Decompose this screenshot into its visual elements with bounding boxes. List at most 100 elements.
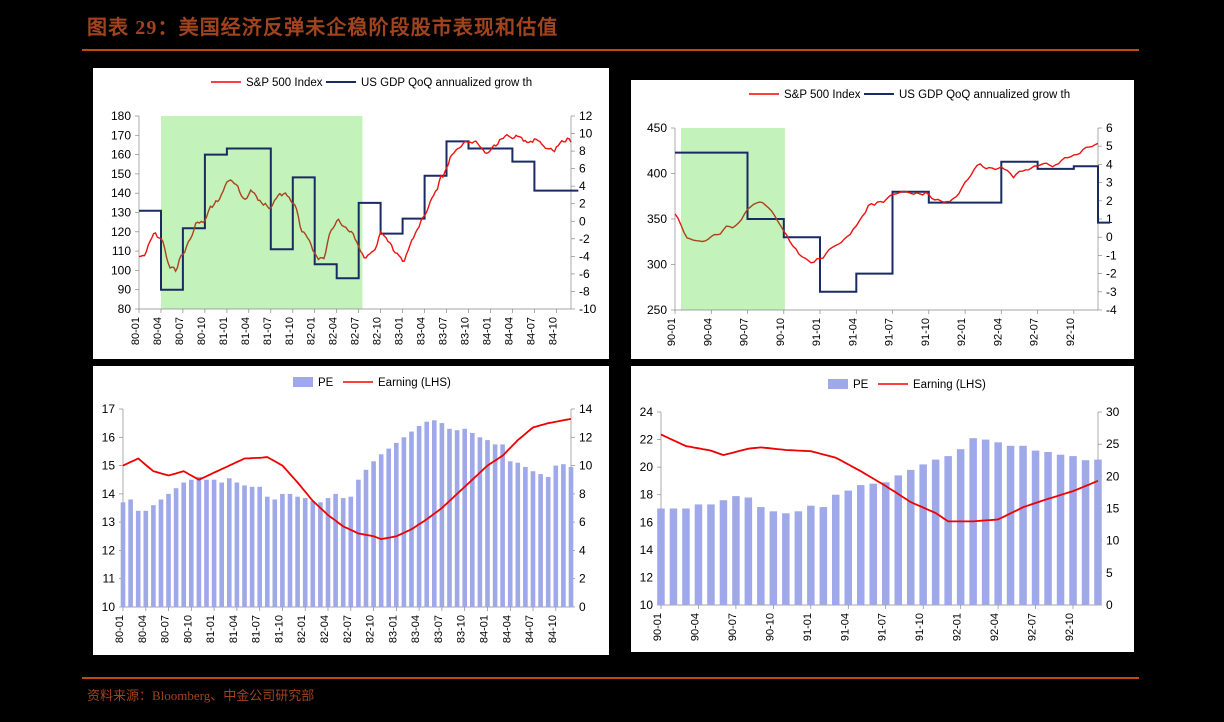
- svg-text:91-07: 91-07: [884, 318, 896, 346]
- svg-text:-10: -10: [579, 302, 597, 316]
- svg-text:90-10: 90-10: [764, 613, 776, 641]
- svg-text:15: 15: [1106, 502, 1120, 516]
- svg-text:80-01: 80-01: [130, 317, 142, 345]
- svg-text:81-07: 81-07: [262, 317, 274, 345]
- svg-text:92-01: 92-01: [956, 318, 968, 346]
- svg-text:0: 0: [1106, 230, 1113, 244]
- svg-text:82-10: 82-10: [365, 615, 377, 643]
- svg-text:90-01: 90-01: [652, 613, 664, 641]
- svg-text:83-01: 83-01: [387, 615, 399, 643]
- svg-text:140: 140: [111, 186, 131, 200]
- svg-text:6: 6: [579, 515, 586, 529]
- svg-text:83-04: 83-04: [410, 615, 422, 643]
- svg-text:10: 10: [579, 127, 593, 141]
- svg-text:2: 2: [579, 572, 586, 586]
- svg-text:14: 14: [579, 402, 593, 416]
- svg-text:82-07: 82-07: [342, 615, 354, 643]
- svg-text:22: 22: [640, 433, 654, 447]
- svg-text:82-10: 82-10: [372, 317, 384, 345]
- svg-text:10: 10: [579, 459, 593, 473]
- svg-text:5: 5: [1106, 566, 1113, 580]
- svg-text:92-04: 92-04: [992, 318, 1004, 346]
- svg-text:92-01: 92-01: [952, 613, 964, 641]
- svg-text:81-04: 81-04: [240, 317, 252, 345]
- svg-text:US GDP QoQ annualized grow th: US GDP QoQ annualized grow th: [899, 89, 1070, 101]
- svg-text:17: 17: [102, 402, 116, 416]
- svg-text:-2: -2: [579, 232, 590, 246]
- svg-text:84-10: 84-10: [547, 615, 559, 643]
- svg-text:-3: -3: [1106, 285, 1117, 299]
- svg-text:-1: -1: [1106, 248, 1117, 262]
- svg-text:90: 90: [118, 283, 132, 297]
- svg-text:90-04: 90-04: [702, 318, 714, 346]
- svg-text:120: 120: [111, 225, 131, 239]
- svg-text:92-07: 92-07: [1029, 318, 1041, 346]
- svg-text:10: 10: [640, 598, 654, 612]
- svg-text:8: 8: [579, 487, 586, 501]
- svg-text:81-10: 81-10: [274, 615, 286, 643]
- svg-text:350: 350: [647, 212, 667, 226]
- svg-text:3: 3: [1106, 176, 1113, 190]
- svg-text:S&P 500 Index: S&P 500 Index: [784, 89, 861, 101]
- svg-text:Earning (LHS): Earning (LHS): [378, 377, 451, 389]
- svg-text:12: 12: [579, 430, 593, 444]
- svg-text:82-04: 82-04: [319, 615, 331, 643]
- svg-text:160: 160: [111, 148, 131, 162]
- svg-text:84-07: 84-07: [525, 317, 537, 345]
- svg-text:83-01: 83-01: [394, 317, 406, 345]
- svg-text:82-01: 82-01: [306, 317, 318, 345]
- svg-text:92-10: 92-10: [1065, 318, 1077, 346]
- svg-text:81-01: 81-01: [205, 615, 217, 643]
- svg-text:1: 1: [1106, 212, 1113, 226]
- svg-text:80-01: 80-01: [114, 615, 126, 643]
- svg-text:12: 12: [579, 109, 593, 123]
- svg-text:13: 13: [102, 515, 116, 529]
- svg-text:4: 4: [579, 543, 586, 557]
- svg-text:83-07: 83-07: [438, 317, 450, 345]
- svg-text:-4: -4: [579, 249, 590, 263]
- svg-text:-8: -8: [579, 285, 590, 299]
- svg-text:14: 14: [102, 487, 116, 501]
- svg-text:180: 180: [111, 109, 131, 123]
- svg-text:90-01: 90-01: [666, 318, 678, 346]
- svg-text:80-04: 80-04: [152, 317, 164, 345]
- svg-text:80-07: 80-07: [174, 317, 186, 345]
- svg-text:81-10: 81-10: [284, 317, 296, 345]
- svg-text:82-04: 82-04: [328, 317, 340, 345]
- svg-text:80-10: 80-10: [196, 317, 208, 345]
- svg-text:92-04: 92-04: [989, 613, 1001, 641]
- svg-text:10: 10: [102, 600, 116, 614]
- svg-text:91-01: 91-01: [802, 613, 814, 641]
- svg-text:25: 25: [1106, 437, 1120, 451]
- svg-text:14: 14: [640, 543, 654, 557]
- svg-text:83-10: 83-10: [456, 615, 468, 643]
- svg-text:US GDP QoQ annualized grow th: US GDP QoQ annualized grow th: [361, 77, 532, 89]
- svg-text:4: 4: [1106, 157, 1113, 171]
- svg-text:90-07: 90-07: [727, 613, 739, 641]
- svg-text:81-07: 81-07: [251, 615, 263, 643]
- svg-text:84-04: 84-04: [501, 615, 513, 643]
- svg-text:92-07: 92-07: [1027, 613, 1039, 641]
- svg-text:91-07: 91-07: [877, 613, 889, 641]
- svg-text:0: 0: [1106, 598, 1113, 612]
- svg-text:30: 30: [1106, 405, 1120, 419]
- svg-text:24: 24: [640, 405, 654, 419]
- svg-text:6: 6: [1106, 121, 1113, 135]
- svg-text:0: 0: [579, 214, 586, 228]
- svg-text:83-10: 83-10: [460, 317, 472, 345]
- svg-text:82-07: 82-07: [350, 317, 362, 345]
- svg-text:82-01: 82-01: [296, 615, 308, 643]
- svg-text:80-10: 80-10: [182, 615, 194, 643]
- svg-text:91-04: 91-04: [839, 613, 851, 641]
- svg-text:11: 11: [103, 572, 116, 586]
- svg-text:92-10: 92-10: [1064, 613, 1076, 641]
- svg-text:250: 250: [647, 303, 667, 317]
- svg-text:84-01: 84-01: [482, 317, 494, 345]
- svg-text:130: 130: [111, 206, 131, 220]
- svg-text:84-04: 84-04: [503, 317, 515, 345]
- svg-text:6: 6: [579, 162, 586, 176]
- svg-text:300: 300: [647, 258, 667, 272]
- svg-text:12: 12: [102, 543, 116, 557]
- svg-text:91-04: 91-04: [847, 318, 859, 346]
- svg-text:80-07: 80-07: [160, 615, 172, 643]
